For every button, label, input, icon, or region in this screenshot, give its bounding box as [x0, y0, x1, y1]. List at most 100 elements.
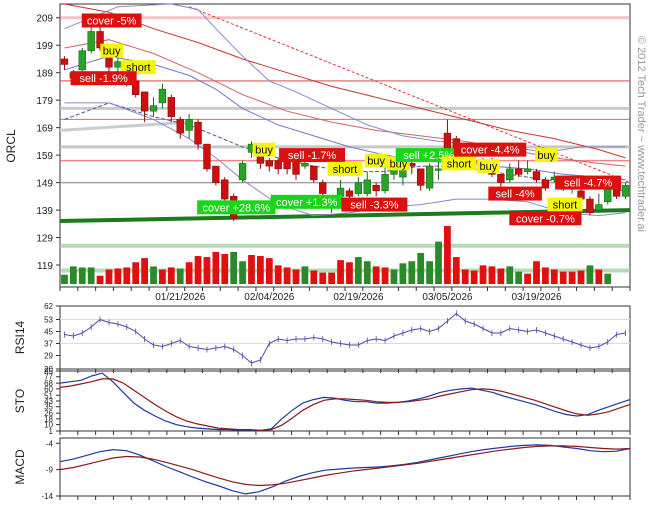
signal-cover-loss: cover -5%	[81, 13, 142, 27]
candle-body	[140, 91, 149, 112]
volume-bar	[550, 269, 558, 284]
signal-short: short	[327, 161, 363, 176]
candle-body	[310, 165, 318, 181]
volume-bar	[479, 265, 487, 284]
sto-tick-label: 85	[44, 367, 53, 376]
signal-box	[252, 142, 276, 157]
volume-bar	[328, 272, 336, 284]
volume-bar	[194, 256, 202, 284]
candle-body	[149, 105, 158, 112]
volume-bar	[230, 251, 238, 284]
macd-tick-label: -9	[46, 466, 54, 475]
signal-label: cover -5%	[87, 15, 137, 27]
volume-bar	[390, 269, 398, 284]
signal-box	[100, 43, 123, 58]
volume-bar	[150, 266, 157, 284]
volume-bar	[159, 269, 166, 284]
volume-bar	[257, 256, 264, 284]
candle-body	[212, 165, 220, 183]
signal-label: cover -0.7%	[516, 213, 575, 225]
rsi-panel-frame	[59, 305, 631, 370]
sto-tick-label: 1	[49, 427, 54, 436]
candle-body	[434, 168, 443, 171]
volume-bar	[176, 268, 184, 284]
signal-label: sell -3.3%	[350, 200, 399, 212]
candle-body	[425, 165, 434, 189]
candle-body	[506, 168, 514, 181]
signal-sell-loss: sell -3.3%	[341, 197, 408, 212]
candle-body	[60, 58, 69, 65]
volume-bar	[310, 270, 318, 284]
signal-box	[441, 156, 477, 171]
volume-bar	[78, 267, 86, 284]
candle-body	[194, 121, 202, 145]
price-axis-title: ORCL	[4, 129, 18, 163]
volume-bar	[542, 267, 549, 284]
signal-box	[120, 60, 156, 75]
volume-bar	[61, 274, 68, 284]
signal-box	[488, 186, 542, 201]
signal-label: sell -1.7%	[288, 150, 337, 162]
signal-cover-loss: cover -4.4%	[454, 142, 527, 157]
signal-box	[279, 148, 346, 163]
ma-short-line	[64, 55, 626, 181]
date-tick-label: 01/21/2026	[155, 292, 205, 303]
volume-bar	[381, 267, 389, 284]
signal-label: cover -4.4%	[461, 145, 520, 157]
candle-body	[621, 185, 630, 197]
volume-bar	[141, 258, 148, 284]
sto-tick-label: 18	[44, 415, 53, 424]
candle-body	[354, 182, 363, 194]
macd-signal-line	[59, 445, 631, 487]
candle-body	[541, 179, 550, 189]
volume-bar	[497, 268, 505, 284]
volume-bar	[363, 261, 371, 284]
volume-bar	[444, 226, 451, 284]
date-tick-label: 02/19/2026	[333, 292, 383, 303]
macd-panel-frame	[59, 437, 631, 497]
candle-body	[185, 119, 193, 131]
sto-tick-label: 43	[44, 397, 53, 406]
volume-bar	[114, 268, 122, 284]
candle-body	[274, 160, 282, 170]
volume-bar	[559, 271, 567, 284]
signal-box	[364, 153, 388, 168]
candle-body	[381, 174, 389, 192]
volume-bar	[96, 275, 104, 284]
signal-buy: buy	[252, 142, 276, 157]
signal-sell-loss: sell -1.7%	[279, 148, 346, 163]
volume-bar	[435, 241, 442, 284]
candle-body	[238, 163, 247, 181]
volume-bar	[417, 252, 425, 284]
volume-bar	[283, 267, 291, 284]
volume-bar	[346, 262, 353, 284]
candle-body	[78, 50, 86, 71]
price-tick-label: 139	[36, 206, 53, 217]
volume-bar	[452, 257, 460, 284]
price-tick-label: 129	[36, 234, 53, 245]
price-tick-label: 119	[37, 261, 53, 272]
candle-body	[301, 163, 309, 167]
signal-label: short	[333, 164, 357, 176]
rsi-line	[64, 312, 626, 364]
volume-bar	[524, 273, 531, 284]
candle-body	[158, 88, 167, 104]
volume-bar	[337, 260, 344, 284]
volume-bar	[105, 269, 113, 284]
candle-body	[372, 185, 380, 192]
volume-bar	[167, 267, 175, 284]
signal-buy: buy	[477, 159, 500, 174]
signal-label: short	[553, 200, 577, 212]
sto-tick-label: 26	[44, 409, 53, 418]
price-tick-label: 169	[36, 124, 53, 135]
macd-tick-label: -4	[46, 439, 54, 448]
signal-cover-gain: cover +28.6%	[197, 200, 276, 215]
signal-box	[327, 161, 363, 176]
price-tick-label: 189	[36, 69, 53, 80]
candle-body	[595, 204, 603, 211]
signal-label: short	[447, 158, 471, 170]
signal-box	[197, 200, 276, 215]
date-tick-label: 03/19/2026	[511, 292, 561, 303]
